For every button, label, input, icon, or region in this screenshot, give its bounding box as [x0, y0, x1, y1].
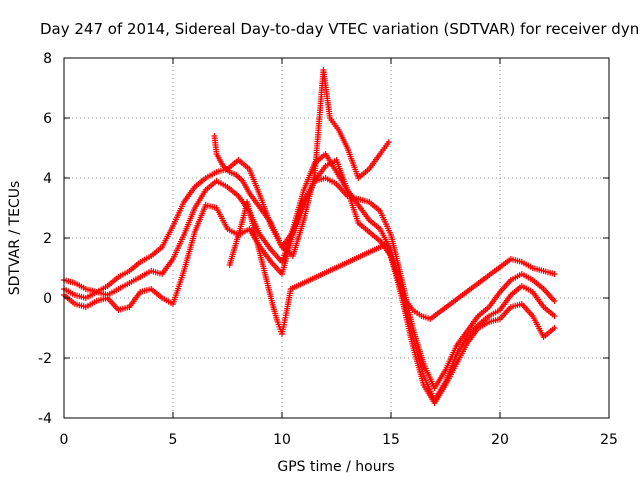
- data-point: [551, 325, 558, 331]
- data-point: [551, 271, 558, 277]
- x-axis-label: GPS time / hours: [277, 459, 394, 475]
- y-tick-label: 8: [43, 51, 52, 67]
- x-tick-label: 25: [600, 432, 618, 448]
- y-axis-label: SDTVAR / TECUs: [7, 181, 23, 296]
- data-point: [551, 298, 558, 304]
- x-tick-label: 15: [382, 432, 400, 448]
- x-tick-label: 20: [491, 432, 509, 448]
- data-points: [61, 67, 558, 406]
- y-tick-label: 2: [43, 231, 52, 247]
- data-point: [551, 313, 558, 319]
- data-point: [385, 139, 392, 145]
- y-tick-label: 4: [43, 171, 52, 187]
- axis-ticks: 0 5 10 15 20 25 -4 -2 0 2 4 6 8: [38, 51, 618, 448]
- y-tick-label: -2: [38, 351, 52, 367]
- x-tick-label: 5: [169, 432, 178, 448]
- x-tick-label: 10: [273, 432, 291, 448]
- y-tick-label: -4: [38, 411, 52, 427]
- x-tick-label: 0: [60, 432, 69, 448]
- y-tick-label: 0: [43, 291, 52, 307]
- chart-title: Day 247 of 2014, Sidereal Day-to-day VTE…: [40, 20, 640, 38]
- y-tick-label: 6: [43, 111, 52, 127]
